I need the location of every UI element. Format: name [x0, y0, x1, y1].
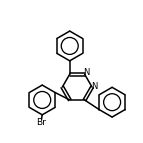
- Text: Br: Br: [37, 118, 46, 127]
- Text: N: N: [91, 82, 98, 91]
- Text: N: N: [83, 68, 89, 77]
